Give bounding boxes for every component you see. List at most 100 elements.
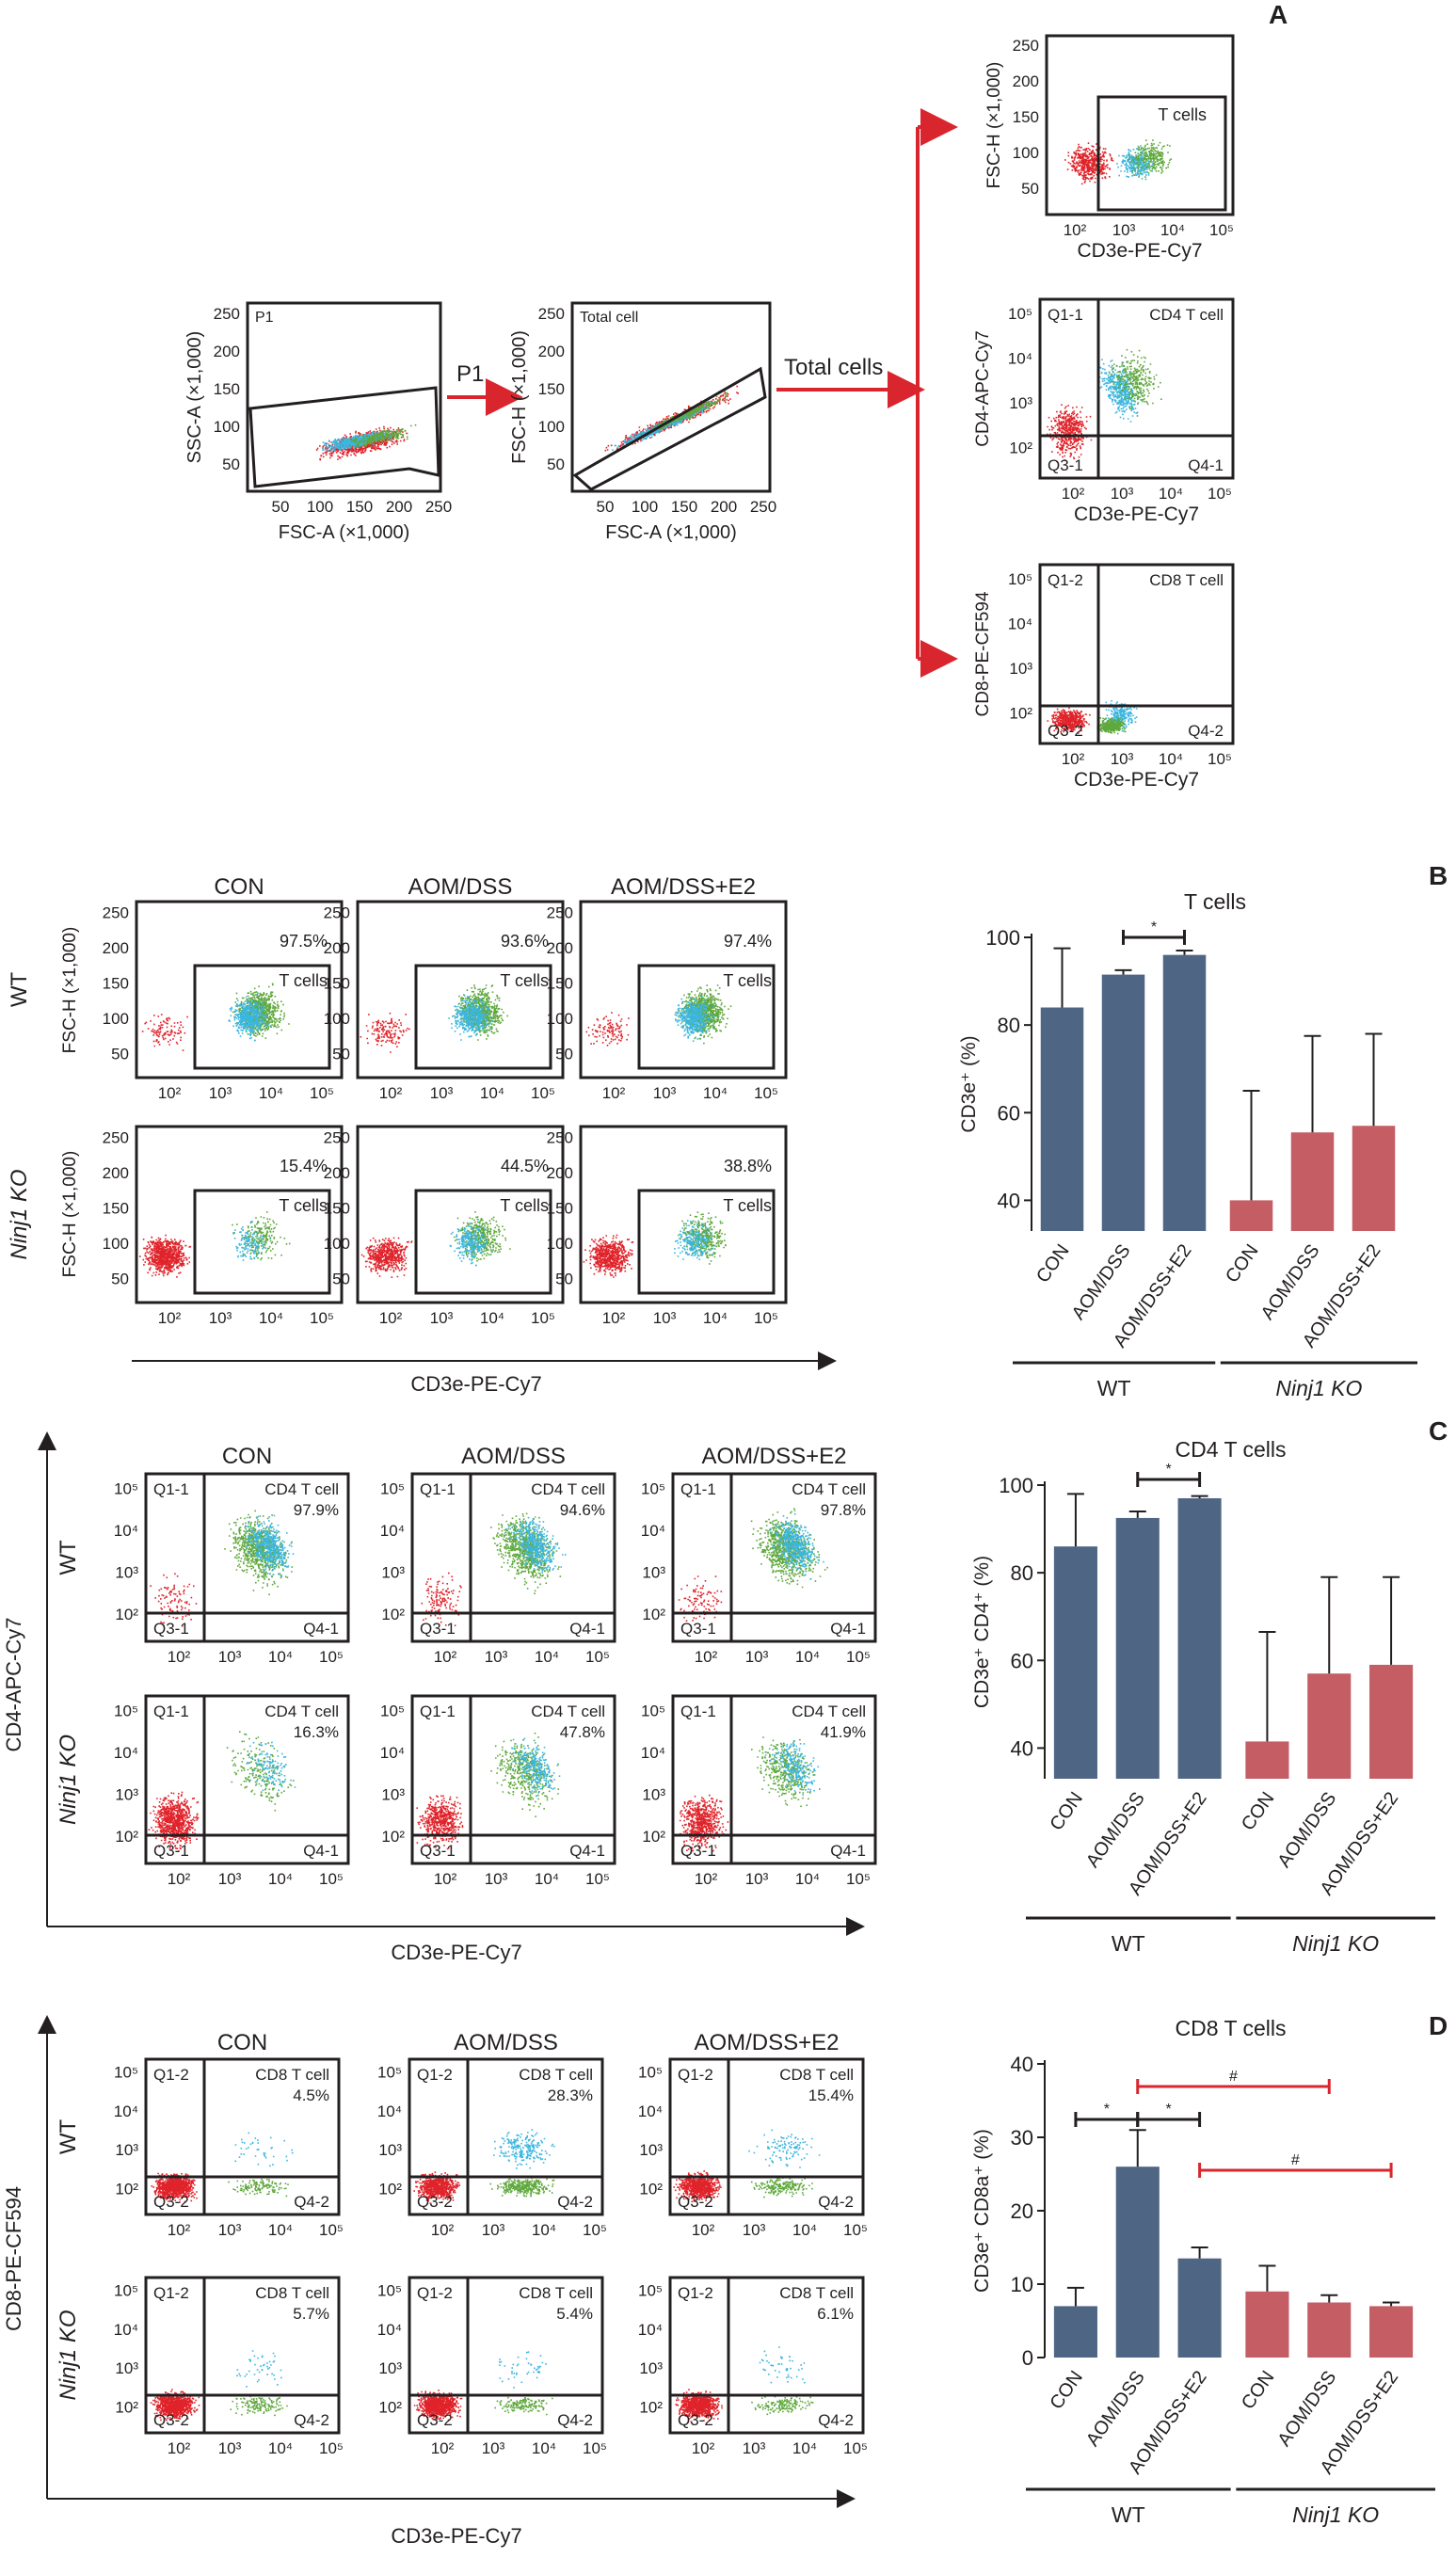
flow-xtick: 10²: [168, 2439, 191, 2457]
flow-xtick: 10²: [379, 1309, 403, 1327]
quadrant-label: Q4-1: [830, 1620, 866, 1638]
flow-d-r0c0-dots: [151, 2132, 294, 2203]
flow-xtick: 10²: [434, 1870, 457, 1888]
category-label: AOM/DSS: [1273, 2367, 1340, 2450]
significance-mark: #: [1229, 2069, 1238, 2085]
flow-ytick: 10⁴: [380, 1744, 405, 1762]
flow-ytick: 10³: [381, 1785, 405, 1803]
flow-ytick: 250: [547, 1129, 573, 1147]
bar: [1245, 2291, 1289, 2358]
flow-c-r0c2-dots: [678, 1508, 828, 1622]
scatter-dots: [490, 1732, 560, 1817]
y-tick-label: 60: [1011, 1649, 1033, 1672]
quadrant-label: Q3-1: [1048, 456, 1083, 474]
flow-xtick: 10²: [695, 1648, 718, 1666]
flow-xtick: 10⁴: [268, 2221, 293, 2239]
group-label: WT: [1097, 1376, 1131, 1400]
gate-label: CD8 T cell: [779, 2284, 854, 2302]
y-axis-label: CD3e⁺ CD4⁺ (%): [971, 1556, 993, 1708]
column-title: CON: [217, 2030, 267, 2055]
category-label: CON: [1046, 1788, 1087, 1834]
quadrant-label: Q3-2: [678, 2193, 713, 2211]
flow-ytick: 100: [547, 1010, 573, 1028]
percent-value: 41.9%: [821, 1723, 866, 1741]
flow-ytick: 10⁴: [114, 1744, 138, 1762]
flow-b-r0c1-dots: [360, 984, 508, 1053]
cd4-ytick: 10⁵: [1008, 305, 1032, 323]
category-label: CON: [1046, 2367, 1087, 2413]
category-label: CON: [1238, 2367, 1279, 2413]
percent-value: 4.5%: [293, 2086, 329, 2104]
y-tick-label: 100: [985, 926, 1020, 950]
flow-ytick: 10³: [115, 1563, 138, 1581]
flow-xtick: 10⁴: [792, 2439, 817, 2457]
flow-ytick: 250: [103, 904, 129, 922]
flow-ytick: 150: [324, 975, 350, 993]
flow-ytick: 10⁴: [114, 2321, 138, 2339]
flow-b-r0c0-dots: [141, 983, 290, 1051]
flow-ytick: 10³: [378, 2359, 402, 2377]
flow-ytick: 10³: [115, 2141, 138, 2159]
p1-xtick: 250: [425, 498, 452, 516]
column-title: CON: [214, 874, 264, 900]
y-axis-label: CD8-PE-CF594: [2, 2186, 25, 2331]
flow-ytick: 100: [324, 1010, 350, 1028]
bar: [1307, 2302, 1352, 2358]
panel-b-letter: B: [1429, 861, 1448, 890]
scatter-dots: [494, 2396, 553, 2416]
gate-label: CD8 T cell: [255, 2284, 329, 2302]
flow-xtick: 10³: [218, 1870, 242, 1888]
quadrant-label: Q1-1: [680, 1703, 716, 1720]
gate-label: CD4 T cell: [264, 1480, 339, 1498]
flow-xtick: 10³: [430, 1309, 454, 1327]
scatter-dots: [510, 1737, 561, 1798]
total-xtick: 150: [671, 498, 697, 516]
flow-c-r0c0-dots: [150, 1510, 295, 1627]
flow-xtick: 10⁵: [583, 2439, 607, 2457]
gate-label: CD8 T cell: [779, 2066, 854, 2084]
y-tick-label: 20: [1011, 2199, 1033, 2223]
chart-title: CD4 T cells: [1175, 1437, 1286, 1462]
flow-ytick: 10²: [378, 2180, 402, 2198]
bar: [1162, 954, 1207, 1231]
gate-label: CD8 T cell: [1149, 571, 1224, 589]
category-label: AOM/DSS: [1273, 1788, 1340, 1871]
p1-ytick: 250: [214, 305, 240, 323]
gate-tcells: [414, 1189, 552, 1295]
flow-xtick: 10⁵: [846, 1648, 871, 1666]
y-tick-label: 10: [1011, 2273, 1033, 2296]
y-tick-label: 40: [1011, 2053, 1033, 2076]
tcells-ytick: 100: [1013, 144, 1039, 162]
scatter-dots: [764, 1742, 820, 1796]
flow-ytick: 50: [332, 1270, 350, 1287]
flow-xtick: 10³: [218, 2221, 242, 2239]
flow-xtick: 10⁵: [319, 1648, 344, 1666]
flow-ytick: 10⁴: [114, 1522, 138, 1540]
flow-ytick: 10⁴: [641, 1522, 665, 1540]
scatter-dots: [673, 2170, 722, 2203]
gate-label: T cells: [723, 1196, 772, 1215]
flow-ytick: 10⁵: [114, 1479, 138, 1497]
row-label: WT: [7, 972, 32, 1008]
scatter-dots: [228, 2175, 289, 2198]
scatter-dots: [230, 2395, 288, 2417]
quadrant-label: Q1-1: [1048, 306, 1083, 324]
scatter-dots: [315, 425, 408, 461]
flow-xtick: 10²: [379, 1084, 403, 1102]
flow-ytick: 10²: [115, 2180, 138, 2198]
flow-ytick: 10³: [115, 1785, 138, 1803]
y-axis-label: CD3e⁺ (%): [958, 1035, 980, 1132]
flow-ytick: 10²: [115, 2398, 138, 2416]
gate-label: Total cell: [580, 310, 638, 326]
flow-d-r0c1-frame: [408, 2057, 604, 2216]
flow-ytick: 250: [324, 904, 350, 922]
flow-xtick: 10⁵: [843, 2221, 868, 2239]
y-axis-label: CD3e⁺ CD8a⁺ (%): [971, 2129, 993, 2293]
cd8-ytick: 10³: [1009, 660, 1032, 678]
flow-ytick: 50: [555, 1045, 573, 1063]
flow-ytick: 10⁴: [377, 2102, 402, 2120]
scatter-dots: [1109, 348, 1162, 417]
scatter-dots: [139, 1234, 192, 1278]
flow-b-r0c2-frame: [579, 900, 788, 1079]
